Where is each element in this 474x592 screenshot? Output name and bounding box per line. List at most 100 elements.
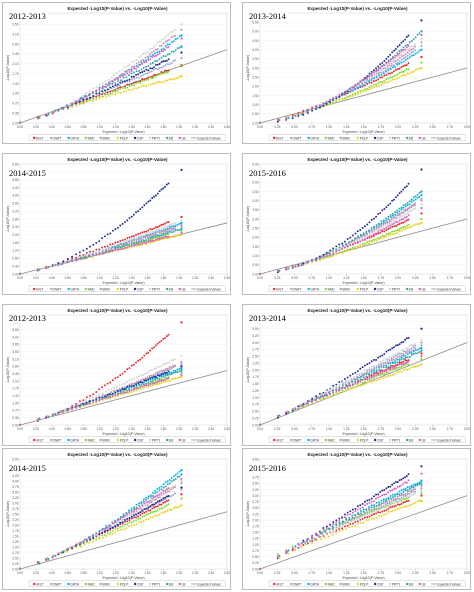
data-point-brki: [380, 364, 383, 367]
legend-swatch: [418, 582, 421, 586]
data-point-polp: [176, 234, 179, 237]
data-point-eb: [404, 44, 407, 47]
data-point-polp: [151, 384, 154, 387]
x-axis-label: Expected -Log10(P-Value): [342, 432, 384, 436]
data-point-grth: [359, 85, 362, 88]
data-point-eb: [354, 380, 357, 383]
data-point-eb: [119, 246, 122, 249]
data-point-lb: [160, 491, 163, 494]
data-point-hist: [372, 80, 375, 83]
data-point-prty: [104, 390, 107, 393]
data-point-eb: [164, 232, 167, 235]
data-point-eb: [294, 114, 297, 117]
data-point-lb: [329, 524, 332, 527]
data-point-polp: [168, 508, 171, 511]
qq-panel-8: Expected -Log10(P-Value) vs. -Log10(P-Va…: [242, 448, 471, 590]
data-point-nmc: [379, 81, 382, 84]
data-point-grth: [398, 210, 401, 213]
outlier-point-grth: [180, 221, 183, 225]
data-point-brki: [69, 408, 71, 410]
data-point-csp: [124, 388, 126, 390]
data-point-lb: [332, 252, 335, 255]
data-point-prty: [396, 217, 399, 220]
data-point-csp: [325, 251, 328, 254]
data-point-polp: [130, 524, 133, 527]
x-tick-label: 2.00: [395, 125, 401, 129]
x-tick-label: 2.25: [412, 427, 418, 431]
data-point-dwit: [370, 77, 373, 80]
qq-panel-7: Expected -Log10(P-Value) vs. -Log10(P-Va…: [2, 448, 231, 590]
data-point-lb: [366, 76, 369, 79]
data-point-brki: [388, 500, 391, 502]
data-point-brki: [392, 60, 395, 63]
data-point-lb: [291, 547, 294, 550]
data-point-lb: [130, 245, 133, 247]
y-tick-label: 2.00: [12, 523, 18, 527]
data-point-lb: [311, 260, 314, 263]
data-point-eb: [385, 366, 388, 369]
data-point-lb: [361, 506, 364, 509]
data-point-csp: [372, 217, 375, 220]
data-point-lb: [165, 46, 168, 49]
data-point-eb: [404, 356, 407, 359]
data-point-eb: [400, 492, 403, 495]
data-point-polp: [176, 77, 179, 79]
data-point-eb: [359, 233, 362, 236]
data-point-hist: [366, 516, 369, 519]
outlier-point-hist: [420, 212, 423, 215]
data-point-prty: [140, 374, 143, 377]
data-point-brki: [404, 492, 407, 495]
data-point-dwit: [121, 82, 124, 85]
legend-swatch: [356, 287, 360, 291]
data-point-lb: [128, 245, 131, 247]
data-point-prty: [386, 222, 389, 225]
legend-swatch: [133, 136, 137, 140]
data-point-csp: [372, 495, 375, 498]
data-point-dwit: [162, 65, 165, 68]
data-point-eb: [151, 236, 154, 238]
data-point-eb: [140, 383, 143, 386]
data-point-polp: [149, 83, 152, 86]
data-point-polp: [84, 100, 86, 103]
data-point-lb: [361, 378, 364, 381]
data-point-brki: [410, 48, 413, 51]
data-point-lb: [276, 118, 279, 121]
data-point-polp: [391, 78, 394, 81]
data-point-polp: [380, 376, 383, 379]
outlier-point-nmc: [180, 65, 183, 68]
data-point-lb: [85, 95, 88, 98]
data-point-lb: [335, 250, 338, 253]
data-point-polp: [311, 542, 313, 545]
data-point-grth: [135, 503, 138, 506]
data-point-dwit: [404, 494, 407, 497]
y-tick-label: 1.00: [252, 396, 258, 400]
data-point-hist: [302, 544, 305, 546]
data-point-eb: [375, 504, 378, 507]
data-point-csp: [391, 483, 394, 486]
outlier-point-polp: [180, 233, 183, 236]
data-point-lb: [154, 381, 157, 384]
data-point-brki: [410, 489, 413, 492]
data-point-prty: [406, 347, 409, 350]
y-tick-label: 0.70: [12, 409, 18, 413]
data-point-lb: [167, 377, 170, 380]
legend-swatch: [148, 582, 152, 586]
data-point-dwit: [410, 347, 413, 350]
data-point-lb: [385, 62, 388, 65]
outlier-point-eb: [180, 369, 183, 372]
expected-values-line: [259, 67, 468, 124]
data-point-csp: [154, 63, 157, 66]
data-point-polp: [400, 371, 403, 373]
data-point-eb: [389, 364, 392, 367]
data-point-eb: [416, 33, 419, 36]
data-point-polp: [406, 72, 409, 75]
data-point-polp: [418, 499, 421, 502]
data-point-lb: [66, 105, 69, 108]
data-point-prty: [313, 397, 316, 400]
data-point-csp: [145, 68, 148, 71]
data-point-brki: [384, 362, 387, 365]
data-point-prty: [126, 239, 129, 242]
y-tick-label: 1.40: [12, 394, 18, 398]
data-point-lb: [164, 489, 166, 492]
legend-label: LB: [182, 287, 186, 291]
